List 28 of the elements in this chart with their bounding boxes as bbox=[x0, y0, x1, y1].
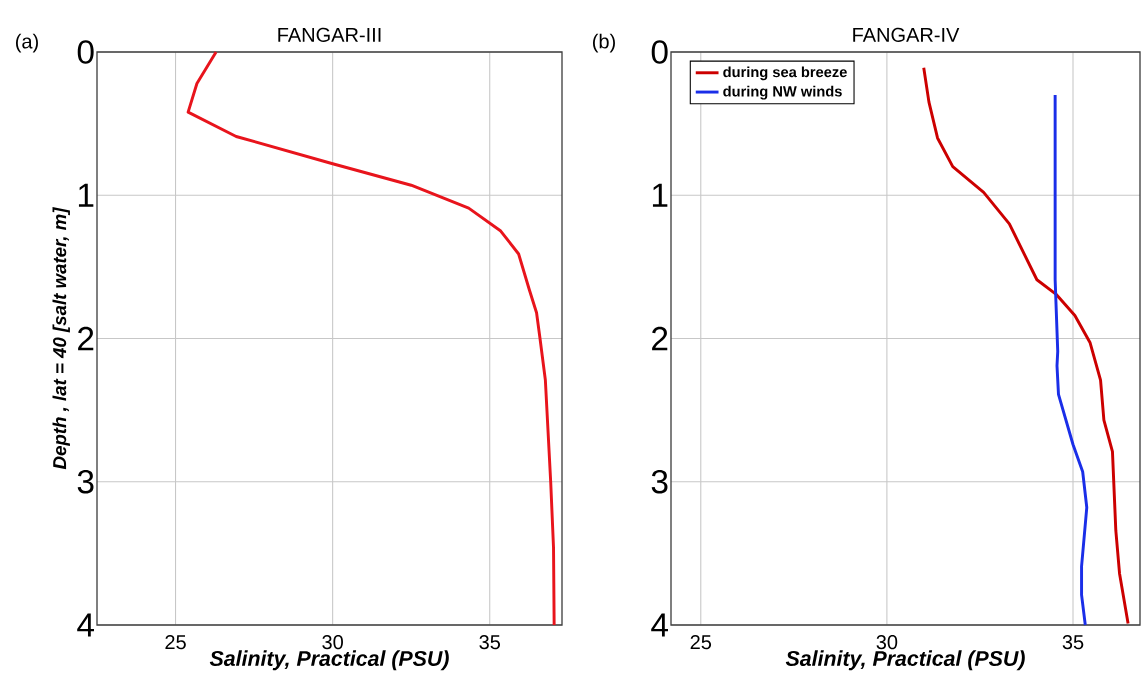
x-tick-label: 35 bbox=[479, 635, 501, 650]
y-tick-label: 2 bbox=[652, 326, 668, 351]
x-tick-label: 35 bbox=[1062, 635, 1084, 650]
y-tick-label: 3 bbox=[651, 469, 668, 494]
chart-title: FANGAR-III bbox=[278, 27, 381, 42]
y-tick-label: 4 bbox=[651, 613, 668, 637]
x-axis-title: Salinity, Practical (PSU) bbox=[785, 650, 1025, 671]
y-tick-label: 1 bbox=[652, 183, 668, 207]
y-axis-title: Depth , lat = 40 [salt water, m] bbox=[52, 207, 70, 470]
legend-label: during sea breeze bbox=[723, 66, 847, 81]
legend-label: during NW winds bbox=[723, 85, 842, 100]
y-tick-label: 1 bbox=[78, 183, 94, 207]
y-tick-label: 2 bbox=[78, 326, 94, 351]
text: (a) bbox=[16, 33, 38, 53]
chart-title: FANGAR-IV bbox=[853, 27, 960, 42]
line-series bbox=[1053, 93, 1089, 627]
x-tick-label: 25 bbox=[690, 635, 712, 650]
line-series bbox=[186, 50, 556, 627]
x-tick-label: 25 bbox=[165, 635, 186, 650]
line-series bbox=[922, 66, 1130, 626]
y-tick-label: 3 bbox=[77, 469, 94, 494]
y-tick-label: 0 bbox=[77, 40, 94, 64]
y-tick-label: 0 bbox=[651, 40, 668, 64]
text: (b) bbox=[593, 33, 615, 53]
x-tick-label: 30 bbox=[322, 635, 343, 650]
x-axis-title: Salinity, Practical (PSU) bbox=[209, 650, 449, 671]
x-tick-label: 30 bbox=[876, 635, 898, 650]
y-tick-label: 4 bbox=[77, 613, 94, 637]
